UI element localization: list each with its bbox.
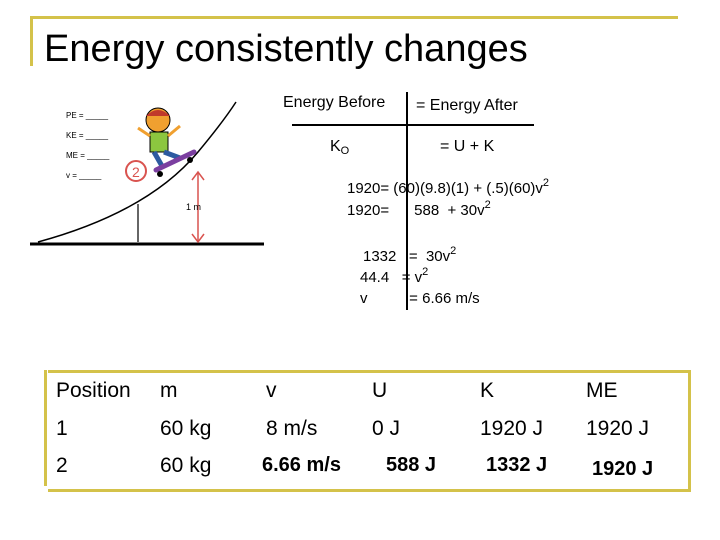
initial-kinetic-term: KO [330, 138, 350, 157]
ke-label: KE = _____ [66, 131, 109, 140]
table-row-1-potential: 0 J [372, 417, 401, 440]
skateboard-ramp-illustration: PE = _____ KE = _____ ME = _____ v = ___… [30, 101, 264, 246]
energy-blank-labels: PE = _____ KE = _____ ME = _____ v = ___… [66, 111, 110, 180]
equation-line-5: v = 6.66 m/s [360, 290, 480, 307]
table-row-2-velocity: 6.66 m/s [262, 454, 341, 476]
table-row-1-kinetic: 1920 J [480, 417, 544, 440]
pe-label: PE = _____ [66, 111, 109, 120]
table-row-2-potential: 588 J [386, 454, 437, 476]
equation-line-1: 1920= (60)(9.8)(1) + (.5)(60)v2 [347, 177, 550, 197]
equation-line-3: 1332 = 30v2 [363, 245, 457, 265]
energy-after-header: = Energy After [416, 97, 518, 114]
header-velocity: v [266, 379, 277, 402]
table-row-2-kinetic: 1332 J [486, 454, 548, 476]
header-position: Position [56, 379, 131, 402]
height-label: 1 m [186, 202, 201, 212]
table-row-1-mechanical: 1920 J [586, 417, 650, 440]
equation-line-4: 44.4 = v2 [360, 266, 429, 286]
table-row-1-velocity: 8 m/s [266, 417, 318, 440]
table-row-2-position: 2 [56, 454, 68, 477]
energy-table [48, 370, 691, 492]
slide-frame-top [30, 16, 678, 19]
energy-before-header: Energy Before [283, 94, 386, 111]
height-arrow [191, 170, 205, 244]
header-mechanical: ME [586, 379, 618, 402]
header-potential: U [372, 379, 388, 402]
t-chart-vertical [406, 92, 408, 310]
me-label: ME = _____ [66, 151, 110, 160]
equation-line-2: 1920= 588 + 30v2 [347, 199, 491, 219]
table-row-2-mechanical: 1920 J [592, 458, 654, 480]
slide-frame-left [30, 16, 33, 66]
slide-title: Energy consistently changes [44, 28, 528, 70]
table-left-border [44, 370, 47, 486]
ramp-curve [37, 101, 237, 243]
table-row-1-mass: 60 kg [160, 417, 212, 440]
skater-figure [137, 107, 197, 177]
header-kinetic: K [480, 379, 495, 402]
position-marker: 2 [132, 164, 140, 180]
table-row-1-position: 1 [56, 417, 68, 440]
table-row-2-mass: 60 kg [160, 454, 212, 477]
t-chart-horizontal [292, 124, 534, 126]
final-energy-terms: = U + K [440, 138, 495, 155]
position-marker-circle [125, 160, 147, 182]
header-mass: m [160, 379, 178, 402]
v-label: v = _____ [66, 171, 102, 180]
